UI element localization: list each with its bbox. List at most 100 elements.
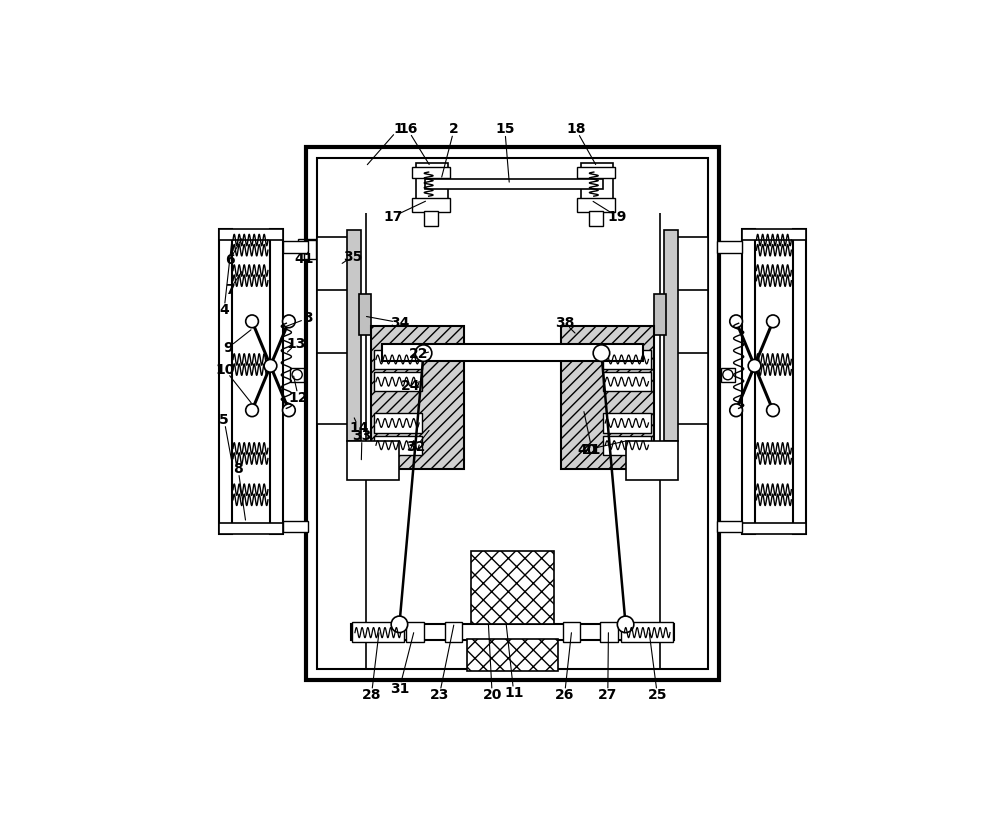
Text: 31: 31 xyxy=(390,681,409,695)
Text: 25: 25 xyxy=(648,688,667,702)
Text: 14: 14 xyxy=(349,421,369,435)
Text: 1: 1 xyxy=(393,122,403,136)
Bar xyxy=(382,344,643,361)
Bar xyxy=(425,179,603,189)
Bar xyxy=(352,622,404,642)
Bar xyxy=(742,523,806,534)
Circle shape xyxy=(391,616,408,633)
Bar xyxy=(298,238,318,252)
Text: 4: 4 xyxy=(219,303,229,317)
Bar xyxy=(561,326,654,469)
Bar xyxy=(467,639,558,671)
Text: 41: 41 xyxy=(294,252,314,266)
Bar xyxy=(270,229,283,534)
Bar xyxy=(406,622,424,642)
Bar xyxy=(347,441,399,480)
Text: 40: 40 xyxy=(578,443,597,457)
Text: 22: 22 xyxy=(409,347,428,361)
Bar xyxy=(317,158,708,669)
Bar xyxy=(416,163,448,200)
Text: 17: 17 xyxy=(383,210,403,224)
Text: 24: 24 xyxy=(401,380,421,394)
Circle shape xyxy=(748,360,761,372)
Text: 2: 2 xyxy=(449,122,459,136)
Text: 26: 26 xyxy=(555,688,574,702)
Bar xyxy=(600,622,618,642)
Bar xyxy=(424,211,438,226)
Bar xyxy=(304,240,316,259)
Circle shape xyxy=(246,315,258,328)
Text: 33: 33 xyxy=(352,429,372,443)
Bar xyxy=(283,521,308,532)
Bar xyxy=(677,290,708,355)
Circle shape xyxy=(264,360,277,372)
Text: 15: 15 xyxy=(495,122,515,136)
Bar xyxy=(577,167,615,178)
Bar xyxy=(721,368,735,382)
Bar xyxy=(717,241,742,252)
Bar xyxy=(717,521,742,532)
Bar xyxy=(412,198,450,212)
Bar xyxy=(603,372,651,391)
Bar xyxy=(283,241,308,252)
Bar xyxy=(603,350,651,369)
Text: 6: 6 xyxy=(225,252,235,266)
Bar xyxy=(371,326,464,469)
Circle shape xyxy=(283,404,295,417)
Bar xyxy=(347,230,361,441)
Bar xyxy=(742,229,755,534)
Text: 11: 11 xyxy=(504,686,524,700)
Bar xyxy=(677,353,708,424)
Text: 35: 35 xyxy=(343,249,362,263)
Circle shape xyxy=(730,404,742,417)
Bar xyxy=(603,436,651,455)
Text: 16: 16 xyxy=(398,122,417,136)
Text: 34: 34 xyxy=(390,316,409,330)
Circle shape xyxy=(730,315,742,328)
Bar xyxy=(471,550,554,624)
Circle shape xyxy=(292,370,302,380)
Text: 18: 18 xyxy=(566,122,586,136)
Text: 5: 5 xyxy=(219,412,229,427)
Text: 12: 12 xyxy=(289,390,308,404)
Bar xyxy=(317,237,348,291)
Text: 8: 8 xyxy=(233,462,243,476)
Bar xyxy=(577,198,615,212)
Circle shape xyxy=(723,370,733,380)
Bar xyxy=(317,290,348,355)
Text: 23: 23 xyxy=(430,688,449,702)
Bar xyxy=(589,211,603,226)
Text: 38: 38 xyxy=(555,316,574,330)
Bar xyxy=(219,229,283,240)
Bar xyxy=(374,436,422,455)
Circle shape xyxy=(767,404,779,417)
Bar xyxy=(664,230,678,441)
Circle shape xyxy=(767,315,779,328)
Bar xyxy=(374,350,422,369)
Text: 7: 7 xyxy=(225,283,235,296)
Bar xyxy=(359,294,371,335)
Bar xyxy=(445,622,462,642)
Text: 28: 28 xyxy=(362,688,381,702)
Bar xyxy=(219,229,232,534)
Bar xyxy=(290,368,304,382)
Text: 21: 21 xyxy=(582,443,602,457)
Bar xyxy=(412,167,450,178)
Bar xyxy=(621,622,673,642)
Bar xyxy=(374,413,422,432)
Text: 27: 27 xyxy=(598,688,617,702)
Text: 19: 19 xyxy=(608,210,627,224)
Text: 20: 20 xyxy=(482,688,502,702)
Bar xyxy=(374,372,422,391)
Text: 3: 3 xyxy=(303,311,313,325)
Circle shape xyxy=(593,345,610,361)
Bar xyxy=(742,229,806,240)
Text: 9: 9 xyxy=(223,341,233,355)
Bar xyxy=(603,413,651,432)
Bar xyxy=(351,624,674,640)
Text: 13: 13 xyxy=(287,337,306,351)
Bar xyxy=(306,147,719,681)
Text: 32: 32 xyxy=(406,440,426,454)
Bar xyxy=(563,622,580,642)
Bar xyxy=(793,229,806,534)
